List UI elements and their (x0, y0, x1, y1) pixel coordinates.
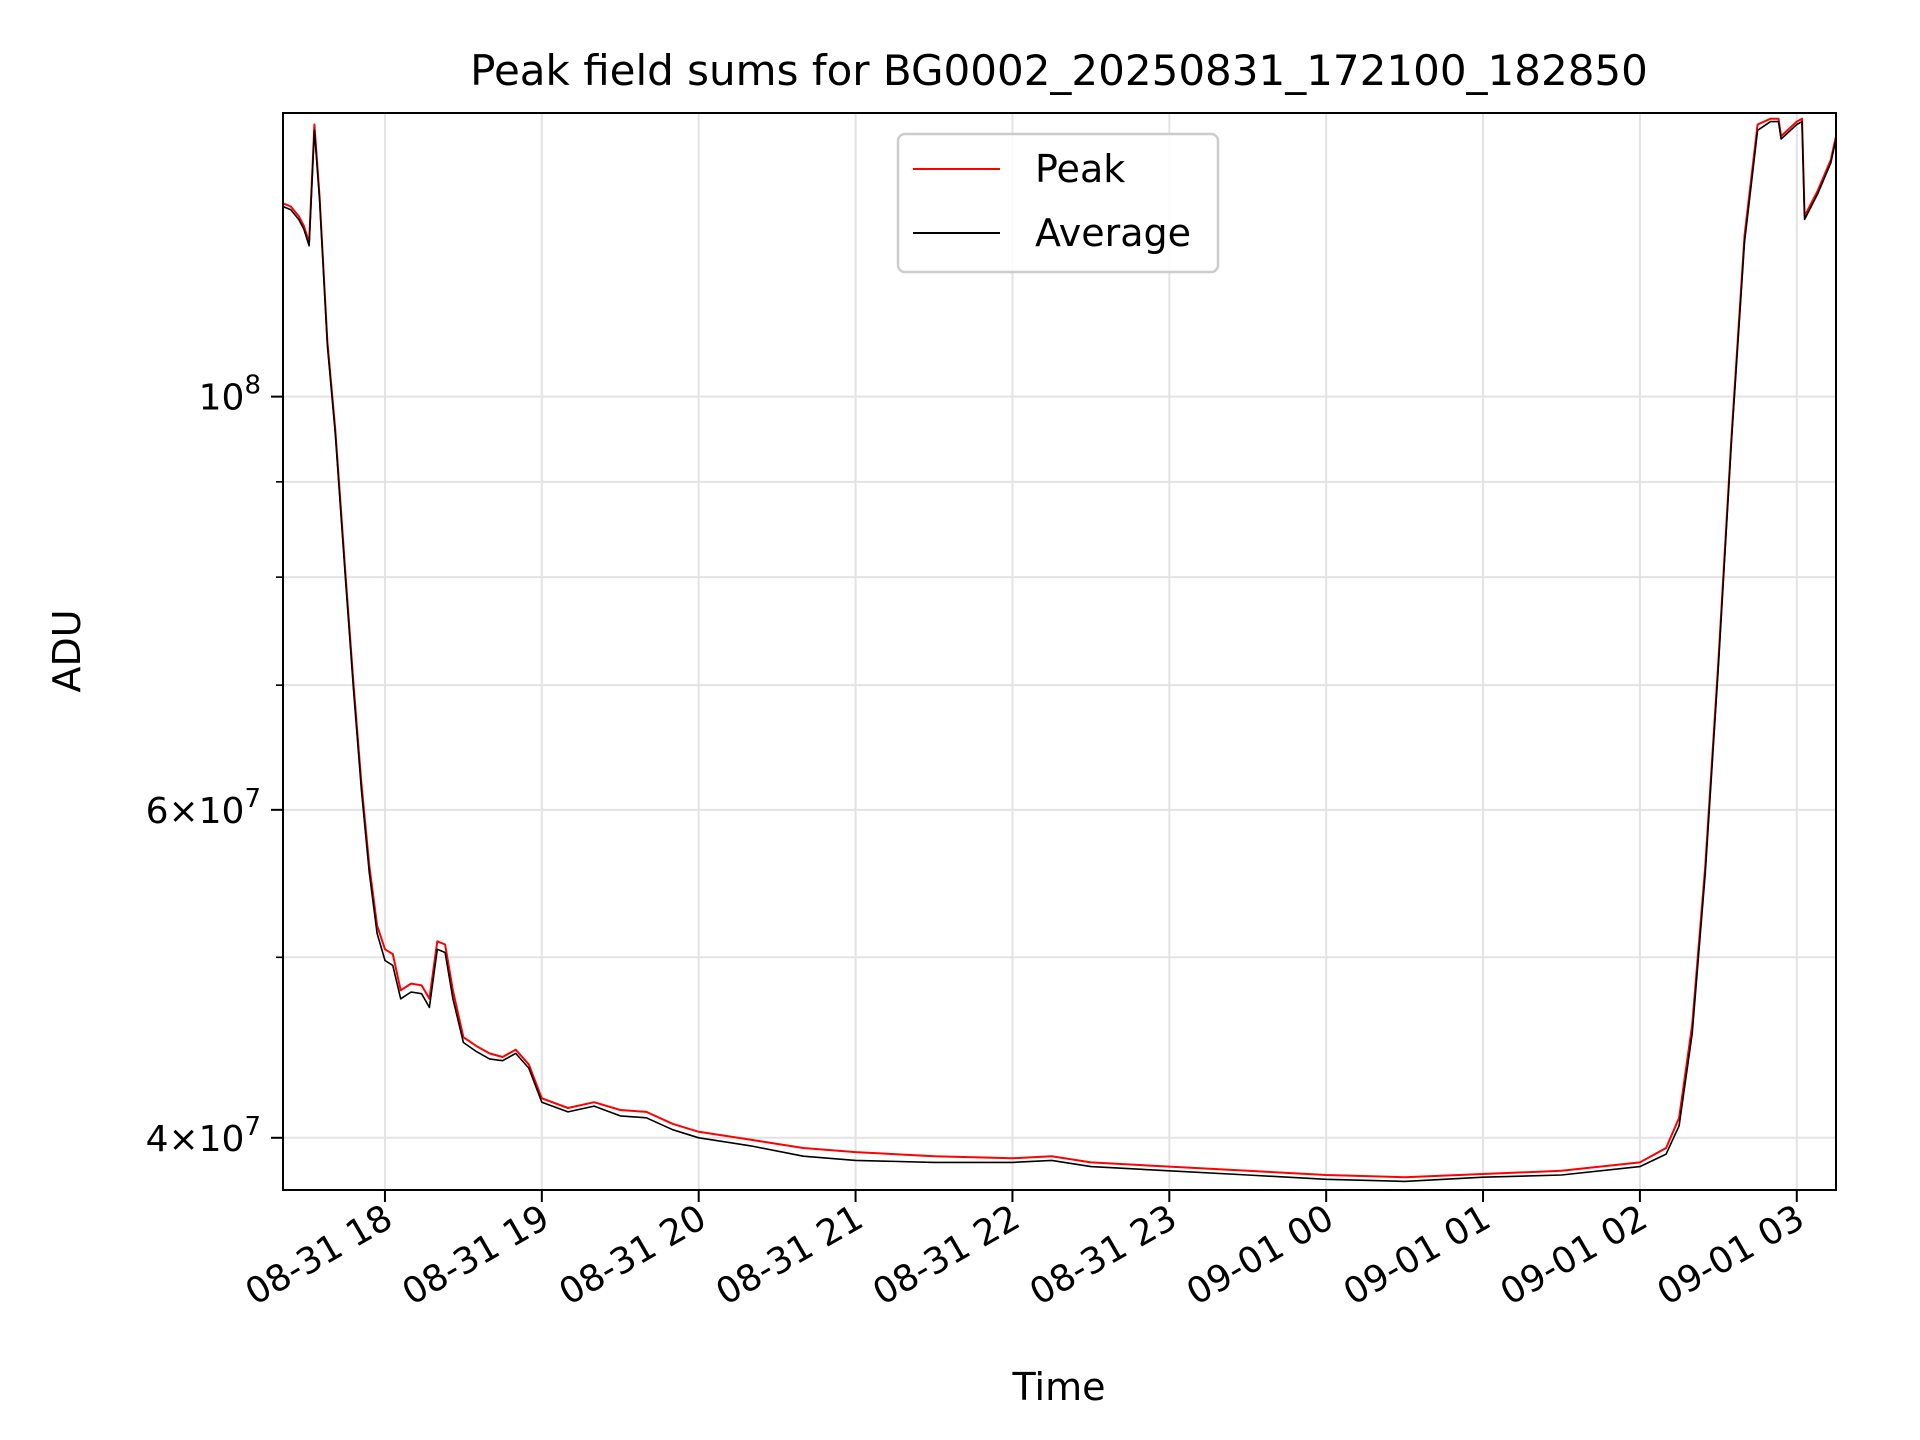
series-layer (283, 117, 1836, 1183)
y-tick-label: 108 (199, 371, 261, 419)
y-axis: 4×107 6×107 108 (146, 371, 283, 1160)
x-axis-label: Time (1012, 1365, 1106, 1409)
plot-series (283, 117, 1836, 1183)
legend: Peak Average (896, 132, 1220, 274)
y-tick-label: 6×107 (146, 784, 261, 832)
series-line-average (283, 120, 1836, 1183)
chart-title: Peak field sums for BG0002_20250831_1721… (470, 46, 1648, 95)
y-axis-label: ADU (45, 609, 89, 692)
legend-label-peak: Peak (1035, 147, 1125, 191)
y-tick-label: 4×107 (146, 1112, 261, 1160)
plot-frame (282, 112, 1837, 1191)
legend-label-average: Average (1035, 211, 1191, 255)
grid (283, 113, 1836, 1190)
